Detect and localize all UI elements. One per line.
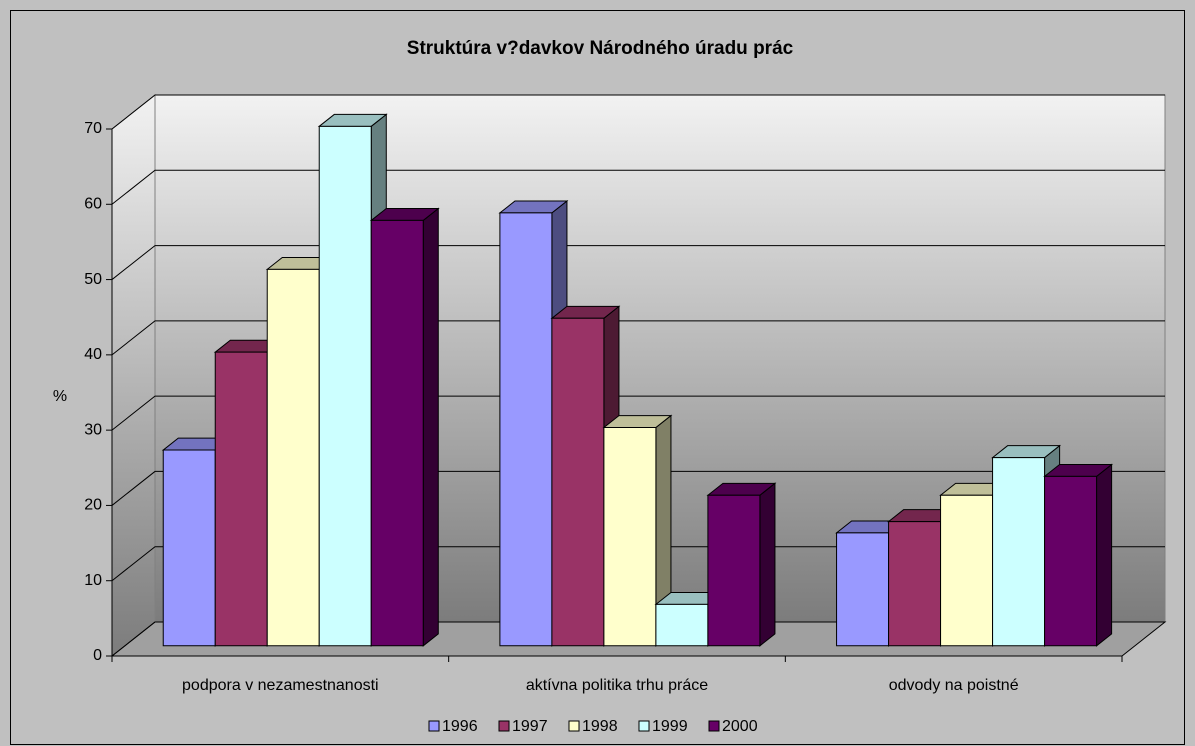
- grid-line: [111, 94, 1165, 130]
- bar-front: [551, 317, 605, 647]
- x-tick-label: aktívna politika trhu práce: [526, 677, 708, 694]
- legend-label: 1999: [652, 718, 688, 735]
- x-tick-label: podpora v nezamestnanosti: [182, 677, 379, 694]
- bar-side: [759, 482, 776, 647]
- bar-front: [836, 532, 890, 647]
- bar-front: [992, 457, 1046, 647]
- bar: [369, 207, 440, 647]
- bar-front: [162, 449, 216, 647]
- bar-front: [603, 426, 657, 647]
- y-tick-label: 50: [84, 271, 102, 288]
- bar-front: [888, 521, 942, 647]
- bar-front: [940, 494, 994, 647]
- legend-label: 1998: [582, 718, 618, 735]
- bar: [706, 482, 777, 647]
- grid-line: [111, 470, 1165, 506]
- y-tick-label: 20: [84, 497, 102, 514]
- bar-front: [370, 219, 424, 647]
- legend-swatch: [568, 720, 580, 732]
- y-axis-label: %: [53, 388, 67, 405]
- bar-side: [1096, 463, 1113, 647]
- bar-front: [499, 212, 553, 647]
- bar-side: [422, 207, 439, 647]
- y-tick-label: 70: [84, 120, 102, 137]
- bar-front: [266, 268, 320, 647]
- bar-front: [1044, 475, 1098, 647]
- y-tick-label: 30: [84, 421, 102, 438]
- legend-label: 1997: [512, 718, 548, 735]
- x-tick-label: odvody na poistné: [889, 677, 1019, 694]
- chart-border: [10, 10, 1185, 745]
- grid-line: [111, 395, 1165, 431]
- legend-swatch: [428, 720, 440, 732]
- bar-front: [318, 125, 372, 647]
- legend-label: 1996: [442, 718, 478, 735]
- grid-line: [111, 546, 1165, 582]
- bar-front: [655, 603, 709, 647]
- bar: [1043, 463, 1114, 647]
- grid-line: [111, 169, 1165, 205]
- legend-label: 2000: [722, 718, 758, 735]
- bar-front: [707, 494, 761, 647]
- grid-line: [111, 320, 1165, 356]
- bar-front: [214, 351, 268, 647]
- legend-swatch: [708, 720, 720, 732]
- y-tick-label: 60: [84, 196, 102, 213]
- grid-line: [111, 621, 1165, 657]
- bar: [602, 414, 673, 647]
- chart-title: Struktúra v?davkov Národného úradu prác: [407, 38, 794, 59]
- y-tick-label: 0: [93, 647, 102, 664]
- y-tick-label: 40: [84, 346, 102, 363]
- legend-swatch: [638, 720, 650, 732]
- legend-swatch: [498, 720, 510, 732]
- y-tick-label: 10: [84, 572, 102, 589]
- side-wall: [111, 93, 156, 658]
- grid-line: [111, 245, 1165, 280]
